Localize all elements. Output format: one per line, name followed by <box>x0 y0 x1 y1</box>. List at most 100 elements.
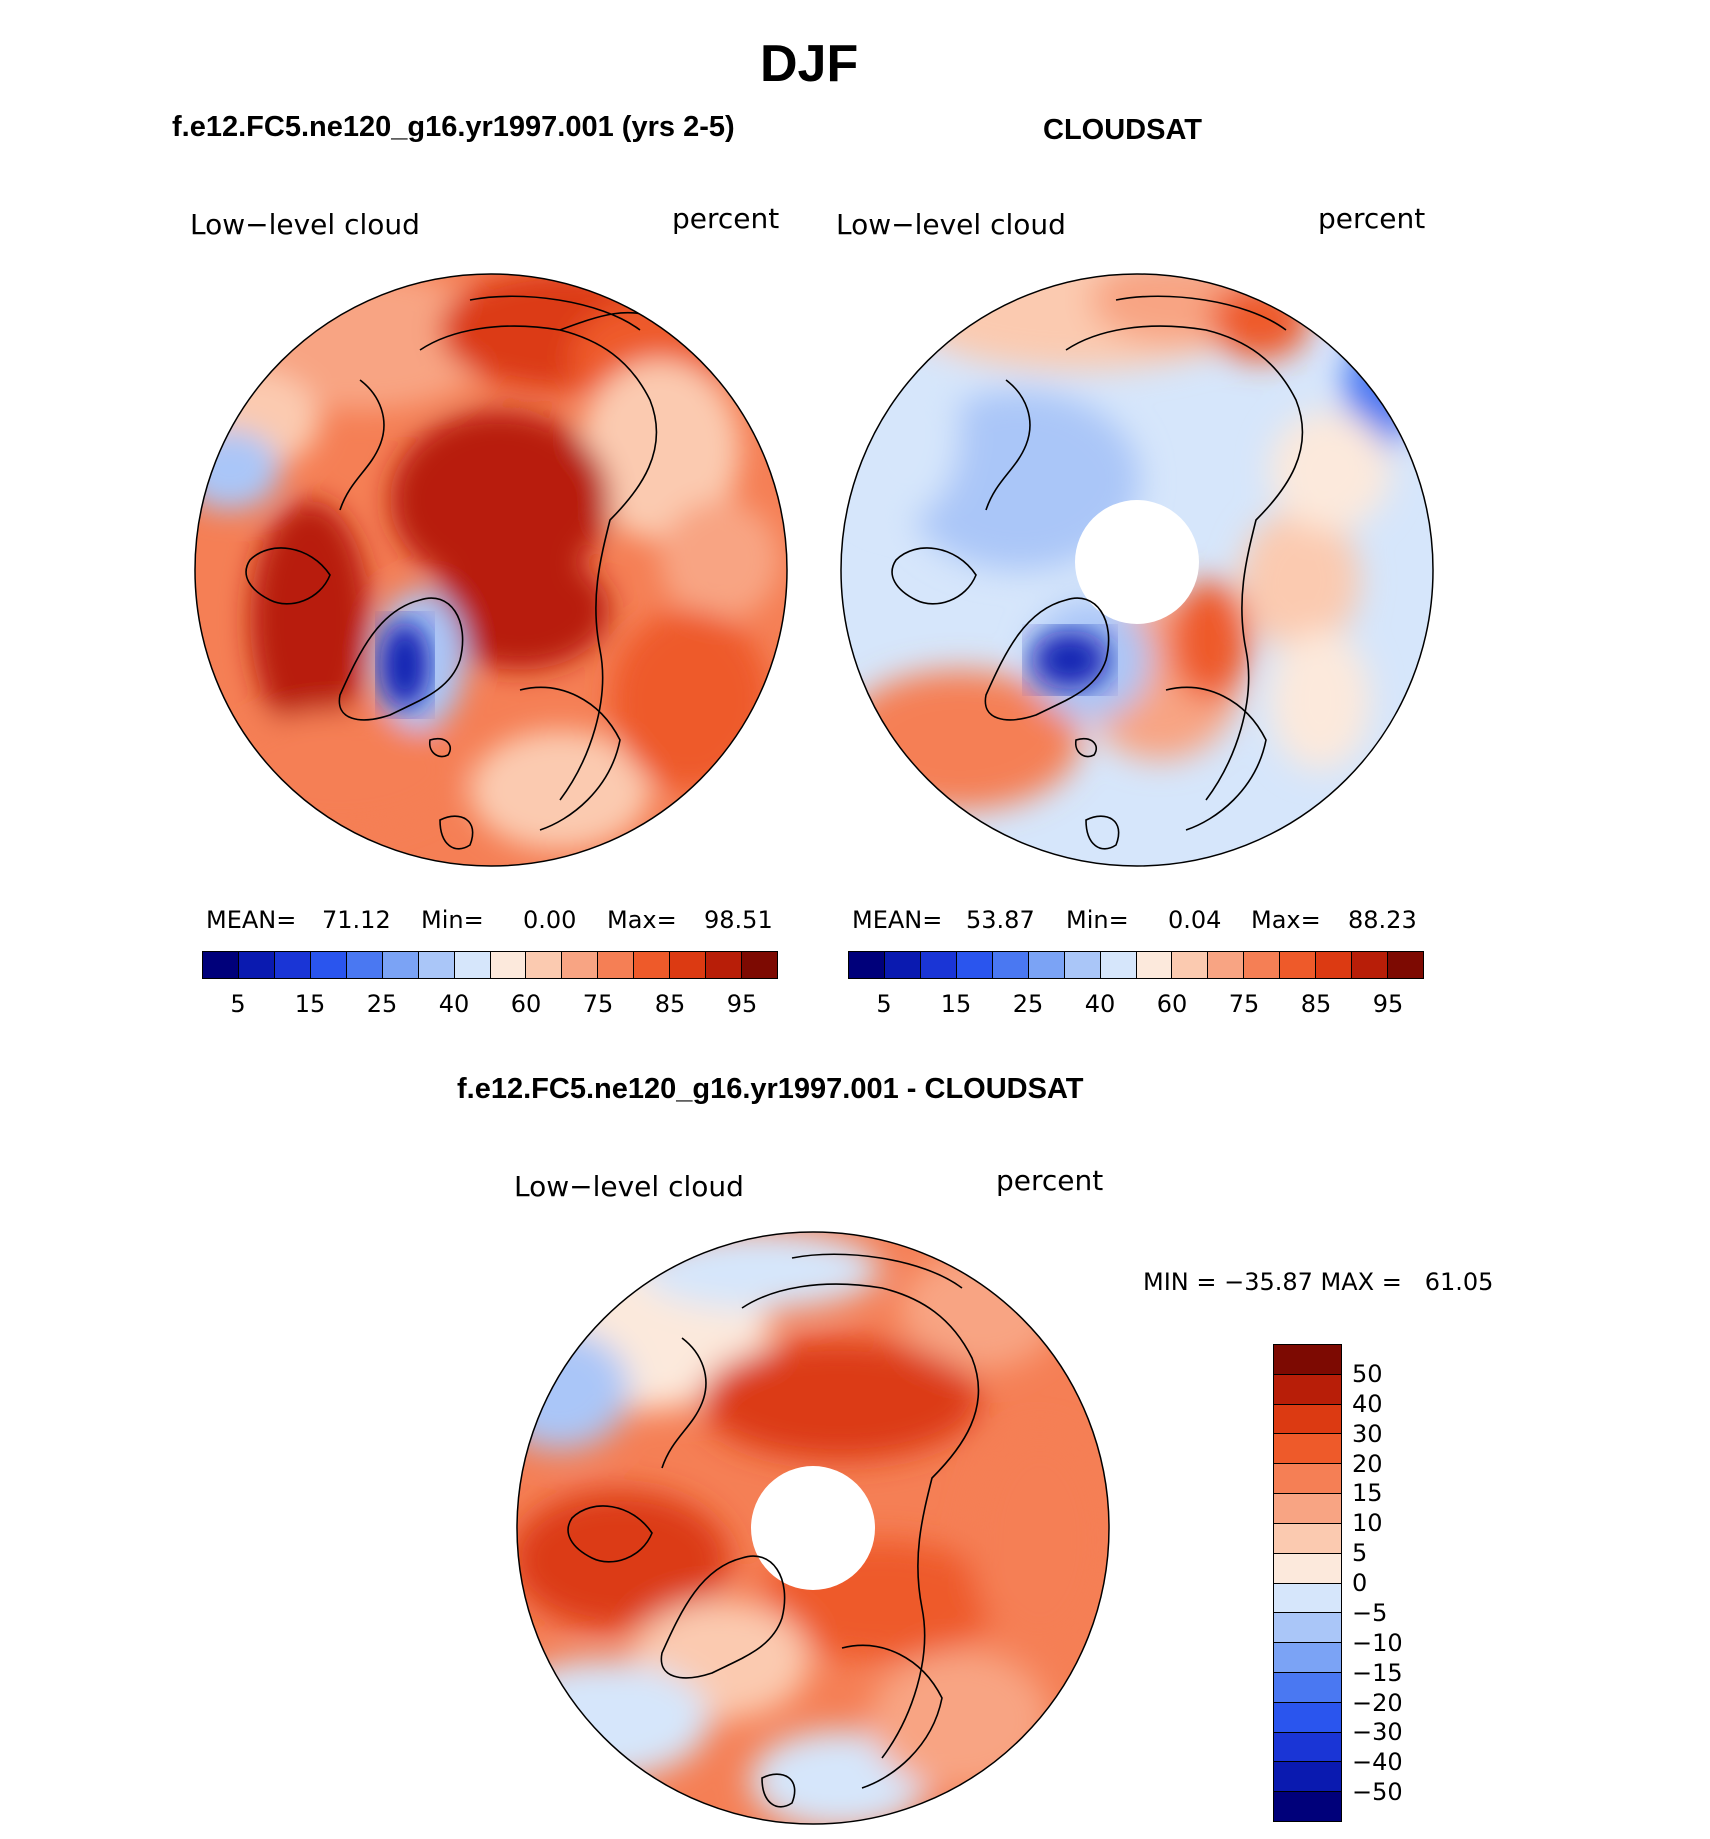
colorbar-swatch <box>1244 952 1281 978</box>
obs-min-label: Min= <box>1066 906 1129 934</box>
colorbar-tick-label: 5 <box>1352 1539 1368 1568</box>
colorbar-tick-label: −40 <box>1352 1748 1403 1777</box>
model-mean-value: 71.12 <box>322 906 391 934</box>
colorbar-swatch <box>1274 1553 1341 1584</box>
colorbar-tick-label: 5 <box>876 990 892 1018</box>
colorbar-swatch <box>238 952 275 978</box>
model-min-label: Min= <box>421 906 484 934</box>
colorbar-swatch <box>526 952 563 978</box>
colorbar-tick-label: 15 <box>294 990 326 1018</box>
colorbar-swatch <box>742 952 777 978</box>
colorbar-swatch <box>274 952 311 978</box>
colorbar-tick-label: 10 <box>1352 1509 1383 1538</box>
obs-min-value: 0.04 <box>1168 906 1222 934</box>
diff-panel-title: f.e12.FC5.ne120_g16.yr1997.001 - CLOUDSA… <box>457 1073 1084 1105</box>
colorbar-tick-label: 25 <box>1012 990 1044 1018</box>
colorbar-swatch <box>1274 1345 1341 1375</box>
colorbar-tick-label: 85 <box>1300 990 1332 1018</box>
colorbar-tick-label: 40 <box>1352 1389 1383 1418</box>
colorbar-tick-label: 25 <box>366 990 398 1018</box>
colorbar-swatch <box>1388 952 1423 978</box>
colorbar-swatch <box>1028 952 1065 978</box>
colorbar-tick-label: −30 <box>1352 1718 1403 1747</box>
colorbar-swatch <box>598 952 635 978</box>
model-panel-title: f.e12.FC5.ne120_g16.yr1997.001 (yrs 2-5) <box>172 111 735 143</box>
colorbar-swatch <box>562 952 599 978</box>
colorbar-swatch <box>706 952 743 978</box>
colorbar-swatch <box>992 952 1029 978</box>
colorbar-swatch <box>1274 1434 1341 1465</box>
obs-mean-value: 53.87 <box>966 906 1035 934</box>
diff-units-label: percent <box>996 1164 1104 1197</box>
model-colorbar <box>202 951 778 979</box>
colorbar-tick-label: 15 <box>1352 1479 1383 1508</box>
colorbar-swatch <box>490 952 527 978</box>
diff-field <box>517 1232 1109 1824</box>
colorbar-tick-label: 75 <box>1228 990 1260 1018</box>
colorbar-swatch <box>1274 1494 1341 1524</box>
model-variable-label: Low−level cloud <box>190 208 420 241</box>
colorbar-swatch <box>670 952 707 978</box>
obs-variable-label: Low−level cloud <box>836 208 1066 241</box>
model-max-label: Max= <box>607 906 677 934</box>
colorbar-tick-label: 15 <box>940 990 972 1018</box>
colorbar-tick-label: 5 <box>230 990 246 1018</box>
colorbar-swatch <box>1274 1643 1341 1673</box>
colorbar-swatch <box>1274 1523 1341 1554</box>
diff-coastlines <box>567 1253 980 1808</box>
colorbar-tick-label: −20 <box>1352 1688 1403 1717</box>
colorbar-tick-label: 95 <box>726 990 758 1018</box>
colorbar-tick-label: 50 <box>1352 1359 1383 1388</box>
colorbar-swatch <box>1208 952 1245 978</box>
diff-stats: MIN = −35.87 MAX = 61.05 <box>1143 1268 1494 1296</box>
colorbar-swatch <box>1064 952 1101 978</box>
obs-max-value: 88.23 <box>1348 906 1417 934</box>
colorbar-swatch <box>1274 1613 1341 1644</box>
page-title: DJF <box>760 35 859 93</box>
model-field <box>195 274 787 866</box>
colorbar-swatch <box>920 952 957 978</box>
colorbar-swatch <box>310 952 347 978</box>
colorbar-swatch <box>1352 952 1389 978</box>
colorbar-tick-label: 60 <box>1156 990 1188 1018</box>
colorbar-swatch <box>1274 1583 1341 1614</box>
obs-max-label: Max= <box>1251 906 1321 934</box>
colorbar-swatch <box>346 952 383 978</box>
colorbar-swatch <box>203 952 239 978</box>
diff-variable-label: Low−level cloud <box>514 1170 744 1203</box>
colorbar-swatch <box>1274 1792 1341 1821</box>
colorbar-tick-label: −10 <box>1352 1628 1403 1657</box>
model-units-label: percent <box>672 202 780 235</box>
colorbar-tick-label: −5 <box>1352 1598 1388 1627</box>
colorbar-swatch <box>1274 1702 1341 1733</box>
colorbar-swatch <box>1274 1404 1341 1435</box>
obs-units-label: percent <box>1318 202 1426 235</box>
colorbar-tick-label: 75 <box>582 990 614 1018</box>
colorbar-swatch <box>884 952 921 978</box>
colorbar-swatch <box>1316 952 1353 978</box>
obs-coastlines <box>891 295 1304 850</box>
colorbar-tick-label: 95 <box>1372 990 1404 1018</box>
colorbar-swatch <box>1136 952 1173 978</box>
obs-field <box>841 274 1433 866</box>
model-coastlines <box>245 295 661 850</box>
obs-panel-title: CLOUDSAT <box>1043 114 1202 146</box>
model-min-value: 0.00 <box>523 906 577 934</box>
colorbar-tick-label: 60 <box>510 990 542 1018</box>
model-mean-label: MEAN= <box>206 906 297 934</box>
obs-colorbar <box>848 951 1424 979</box>
colorbar-tick-label: 85 <box>654 990 686 1018</box>
colorbar-tick-label: −15 <box>1352 1658 1403 1687</box>
colorbar-swatch <box>454 952 491 978</box>
colorbar-swatch <box>634 952 671 978</box>
colorbar-swatch <box>418 952 455 978</box>
colorbar-swatch <box>1274 1672 1341 1703</box>
colorbar-swatch <box>956 952 993 978</box>
colorbar-swatch <box>382 952 419 978</box>
colorbar-tick-label: −50 <box>1352 1778 1403 1807</box>
colorbar-swatch <box>849 952 885 978</box>
obs-mean-label: MEAN= <box>852 906 943 934</box>
colorbar-tick-label: 20 <box>1352 1449 1383 1478</box>
colorbar-tick-label: 0 <box>1352 1569 1368 1597</box>
colorbar-swatch <box>1100 952 1137 978</box>
